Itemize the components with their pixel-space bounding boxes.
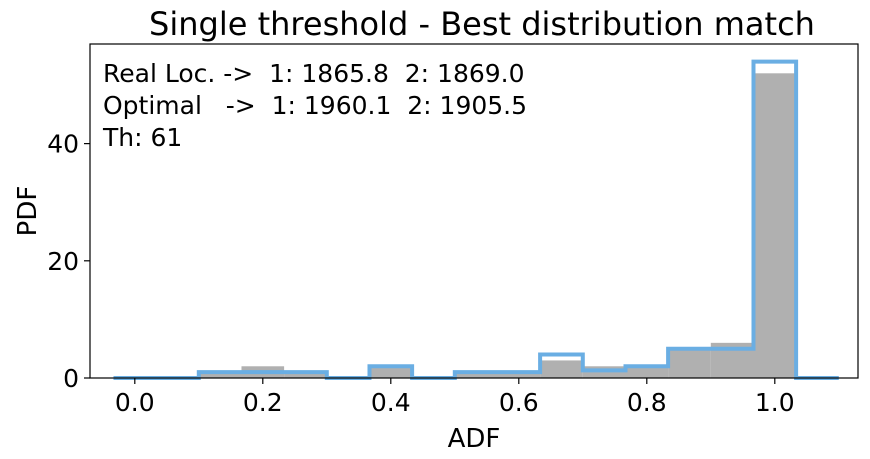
- histogram-bar: [198, 372, 242, 378]
- x-axis-label: ADF: [448, 424, 501, 454]
- filled-histogram: [198, 73, 797, 378]
- x-tick-label: 0.0: [115, 388, 155, 417]
- annotation-optimal: Optimal -> 1: 1960.1 2: 1905.5: [103, 91, 527, 120]
- chart-title: Single threshold - Best distribution mat…: [149, 5, 815, 43]
- histogram-bar: [753, 73, 797, 378]
- plot-frame: [89, 43, 859, 379]
- y-axis-ticks: 0 20 40: [47, 130, 90, 393]
- histogram-bar: [454, 372, 498, 378]
- histogram-bar: [625, 366, 669, 378]
- histogram-bar: [540, 360, 583, 378]
- x-axis-ticks: 0.0 0.2 0.4 0.6 0.8 1.0: [115, 378, 795, 417]
- histogram-bar: [284, 372, 327, 378]
- x-tick-label: 0.2: [243, 388, 283, 417]
- histogram-bar: [668, 348, 711, 378]
- y-tick-label: 40: [47, 130, 79, 159]
- x-tick-label: 1.0: [755, 388, 795, 417]
- histogram-bar: [369, 366, 413, 378]
- y-tick-label: 20: [47, 247, 79, 276]
- x-tick-label: 0.6: [499, 388, 539, 417]
- x-tick-label: 0.4: [371, 388, 411, 417]
- step-histogram-outline: [113, 59, 839, 380]
- x-tick-label: 0.8: [627, 388, 667, 417]
- y-axis-label: PDF: [13, 186, 43, 237]
- annotation-real-location: Real Loc. -> 1: 1865.8 2: 1869.0: [103, 59, 525, 88]
- annotation-threshold: Th: 61: [102, 123, 182, 152]
- histogram-bar: [497, 372, 541, 378]
- y-tick-label: 0: [63, 364, 79, 393]
